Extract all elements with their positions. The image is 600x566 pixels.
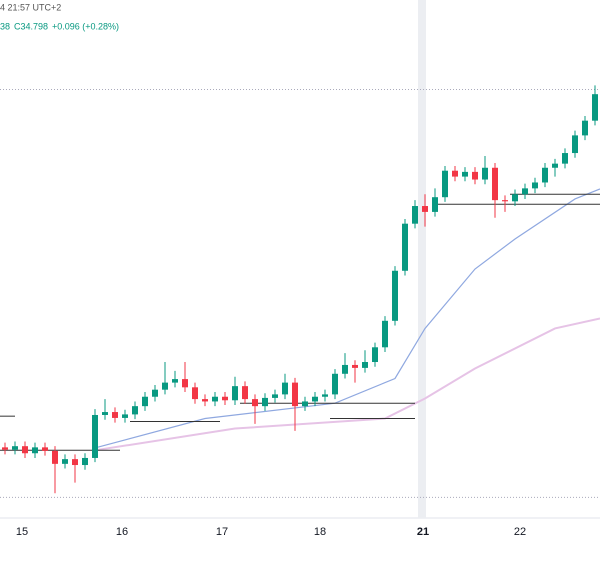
candle-body	[372, 347, 378, 363]
candle-body	[192, 387, 198, 400]
candle-body	[532, 182, 538, 189]
candle-body	[52, 450, 58, 464]
candle-body	[112, 412, 118, 418]
candle-body	[432, 197, 438, 212]
candle-body	[62, 459, 68, 464]
ohlc-change: +0.096 (+0.28%)	[52, 21, 119, 31]
candle-body	[292, 382, 298, 407]
candle-body	[2, 447, 8, 450]
candle-body	[82, 457, 88, 466]
candle-body	[352, 364, 358, 368]
candle-body	[542, 167, 548, 183]
x-tick-label: 21	[417, 526, 429, 538]
candle-body	[502, 200, 508, 202]
candle-body	[252, 399, 258, 407]
weekend-gap	[418, 0, 426, 518]
candle-body	[382, 320, 388, 348]
candle-body	[162, 382, 168, 390]
candle-body	[472, 171, 478, 180]
candle-body	[42, 447, 48, 451]
x-tick-label: 16	[116, 526, 128, 538]
candle-body	[512, 194, 518, 202]
candle-body	[182, 379, 188, 388]
candle-body	[302, 401, 308, 407]
candle-body	[462, 171, 468, 177]
candle-body	[272, 394, 278, 398]
candle-body	[452, 170, 458, 177]
candle-body	[232, 386, 238, 401]
x-tick-label: 22	[514, 526, 526, 538]
candle-body	[32, 447, 38, 454]
candle-body	[122, 414, 128, 418]
candle-body	[342, 364, 348, 374]
moving-average	[94, 317, 600, 452]
x-tick-label: 15	[16, 526, 28, 538]
candle-body	[132, 406, 138, 415]
candle-body	[172, 379, 178, 383]
candle-body	[312, 396, 318, 402]
candle-body	[102, 412, 108, 415]
candle-body	[22, 446, 28, 454]
candle-body	[262, 397, 268, 407]
candle-body	[242, 386, 248, 400]
candle-body	[222, 396, 228, 401]
candle-body	[202, 399, 208, 402]
candle-body	[392, 270, 398, 321]
candle-body	[402, 223, 408, 271]
candle-body	[562, 153, 568, 164]
candle-body	[572, 135, 578, 154]
candle-body	[442, 170, 448, 198]
candle-body	[212, 396, 218, 402]
ohlc-close: C34.798	[14, 21, 48, 31]
candle-body	[362, 362, 368, 368]
x-tick-label: 18	[314, 526, 326, 538]
candle-body	[592, 94, 598, 121]
x-tick-label: 17	[216, 526, 228, 538]
ohlc-fragment: 38	[0, 21, 10, 31]
candle-body	[12, 446, 18, 450]
candle-body	[582, 120, 588, 136]
candle-body	[492, 167, 498, 201]
candle-body	[142, 396, 148, 407]
candle-body	[552, 163, 558, 168]
candle-body	[422, 206, 428, 212]
candle-body	[92, 414, 98, 458]
candle-body	[412, 206, 418, 224]
candle-body	[522, 188, 528, 195]
candle-body	[72, 459, 78, 466]
moving-average	[94, 188, 600, 449]
candle-body	[332, 373, 338, 395]
candle-body	[152, 389, 158, 397]
candle-body	[322, 394, 328, 397]
candle-body	[282, 382, 288, 395]
candle-body	[482, 167, 488, 180]
time-label: 4 21:57 UTC+2	[0, 2, 61, 12]
